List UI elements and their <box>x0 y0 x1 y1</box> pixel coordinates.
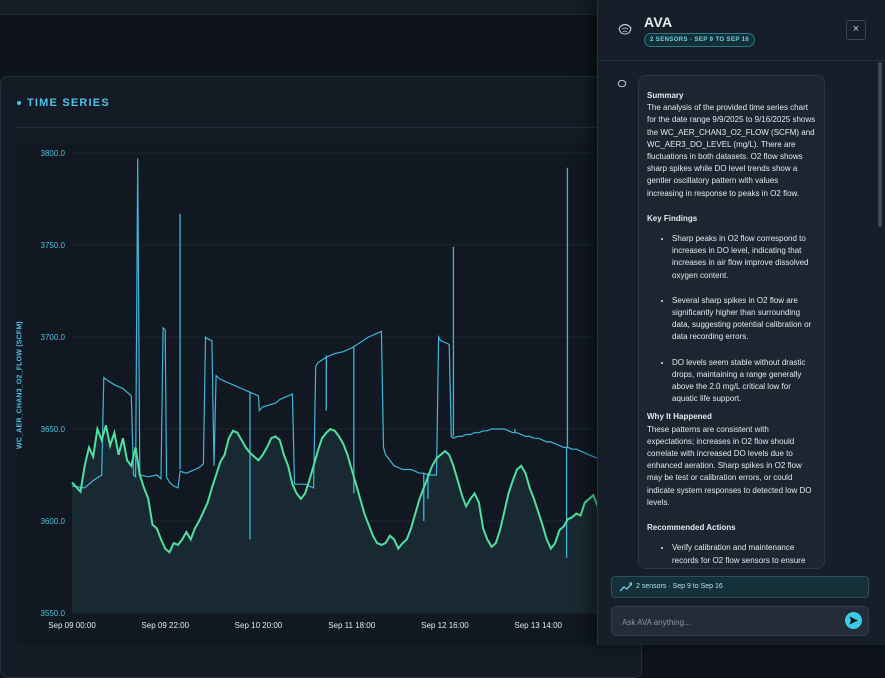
panel-title: TIME SERIES <box>17 97 110 109</box>
assistant-message: Summary The analysis of the provided tim… <box>638 75 825 569</box>
list-item: DO levels seem stable without drastic dr… <box>672 357 816 406</box>
do-level-line <box>71 425 599 554</box>
close-button[interactable]: × <box>846 20 866 40</box>
send-icon <box>849 616 858 625</box>
list-item: Several sharp spikes in O2 flow are sign… <box>672 295 816 344</box>
drawer-header: AVA 2 SENSORS · SEP 9 TO SEP 16 × <box>598 0 885 61</box>
context-chip-label: 2 sensors · Sep 9 to Sep 16 <box>636 583 723 590</box>
y-tick-label: 3550.0 <box>41 609 66 618</box>
findings-heading: Key Findings <box>647 213 698 223</box>
time-series-chart[interactable]: 3800.0 3750.0 3700.0 3650.0 3600.0 3550.0 Sep … <box>16 143 616 645</box>
chat-input-box[interactable] <box>611 606 869 637</box>
drawer-title: AVA <box>644 14 673 30</box>
x-tick-label: Sep 09 00:00 <box>48 621 96 630</box>
findings-list: Sharp peaks in O2 flow correspond to inc… <box>647 233 816 405</box>
y-tick-label: 3600.0 <box>41 517 66 526</box>
x-tick-label: Sep 11 18:00 <box>328 621 376 630</box>
panel-title-label: TIME SERIES <box>27 97 110 109</box>
panel-divider <box>15 127 641 128</box>
x-tick-label: Sep 10 20:00 <box>235 621 283 630</box>
y-axis-title: WC_AER_CHAN3_O2_FLOW (SCFM) <box>16 321 24 449</box>
x-tick-label: Sep 09 22:00 <box>141 621 189 630</box>
o2-flow-line <box>71 158 606 489</box>
summary-text: The analysis of the provided time series… <box>647 103 816 198</box>
summary-heading: Summary <box>647 91 684 100</box>
do-level-area <box>72 425 598 613</box>
bullet-icon <box>17 101 21 105</box>
why-heading: Why It Happened <box>647 412 712 422</box>
context-chip[interactable]: 2 sensors · Sep 9 to Sep 16 <box>611 576 869 598</box>
chart-container[interactable]: 3800.0 3750.0 3700.0 3650.0 3600.0 3550.0 Sep … <box>16 143 616 645</box>
x-tick-label: Sep 13 14:00 <box>514 621 562 630</box>
assistant-avatar-icon <box>617 80 627 88</box>
x-tick-label: Sep 12 16:00 <box>421 621 469 630</box>
y-tick-label: 3700.0 <box>41 333 66 342</box>
context-badge: 2 SENSORS · SEP 9 TO SEP 16 <box>644 33 756 47</box>
scrollbar[interactable] <box>878 62 882 227</box>
trend-icon <box>620 582 632 592</box>
y-tick-label: 3750.0 <box>41 241 66 250</box>
list-item: Verify calibration and maintenance recor… <box>672 542 816 568</box>
actions-list: Verify calibration and maintenance recor… <box>647 542 816 568</box>
send-button[interactable] <box>845 612 862 629</box>
actions-heading: Recommended Actions <box>647 523 736 533</box>
why-text: These patterns are consistent with expec… <box>647 424 812 507</box>
chat-input[interactable] <box>620 607 834 637</box>
y-tick-label: 3800.0 <box>41 149 66 158</box>
ava-drawer: AVA 2 SENSORS · SEP 9 TO SEP 16 × Summar… <box>597 0 885 645</box>
y-tick-label: 3650.0 <box>41 425 66 434</box>
list-item: Sharp peaks in O2 flow correspond to inc… <box>672 233 816 282</box>
brain-icon <box>618 24 632 35</box>
